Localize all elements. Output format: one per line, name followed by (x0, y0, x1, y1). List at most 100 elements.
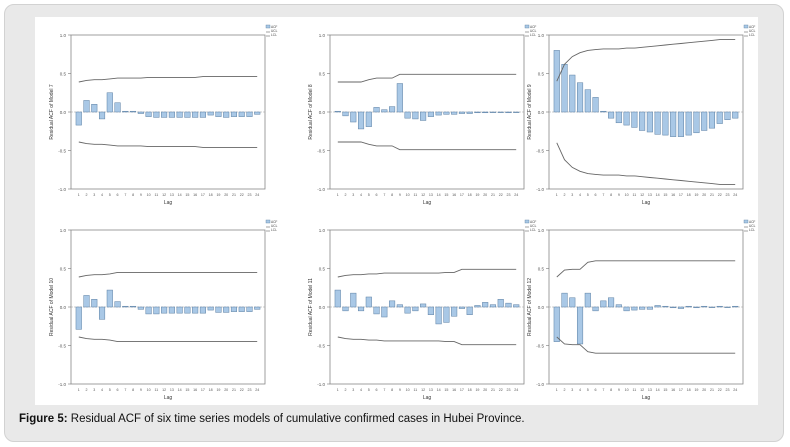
y-tick-label: 0.5 (60, 72, 67, 77)
acf-bar (168, 306, 175, 314)
x-tick-label: 7 (124, 388, 126, 392)
acf-bar (443, 111, 450, 115)
acf-bar (114, 301, 121, 308)
x-tick-label: 23 (506, 193, 510, 197)
y-tick-label: -0.5 (58, 344, 66, 349)
x-tick-label: 16 (193, 388, 197, 392)
acf-bar (365, 111, 372, 127)
x-tick-label: 1 (337, 193, 339, 197)
x-tick-label: 1 (556, 193, 558, 197)
y-tick-label: -0.5 (317, 149, 325, 154)
ucl-line (337, 73, 517, 83)
x-tick-label: 3 (352, 193, 354, 197)
acf-bar (106, 92, 113, 113)
acf-bar (615, 304, 622, 308)
legend-label: UCL (749, 29, 756, 33)
legend-label: UCL (530, 224, 537, 228)
acf-bar (199, 111, 206, 118)
acf-bar (458, 111, 465, 114)
caption-text: Residual ACF of six time series models o… (70, 413, 525, 425)
acf-bar (254, 111, 261, 115)
acf-bar (569, 74, 576, 113)
y-tick-label: -1.0 (317, 382, 325, 387)
x-tick-label: 12 (640, 193, 644, 197)
x-tick-label: 11 (154, 388, 158, 392)
lcl-line (556, 336, 736, 354)
acf-bar (600, 300, 607, 308)
y-tick-label: 0.0 (60, 305, 67, 310)
y-tick-label: 0.5 (538, 72, 545, 77)
acf-bar (693, 306, 700, 309)
x-tick-label: 13 (648, 388, 652, 392)
x-tick-label: 4 (101, 388, 103, 392)
x-tick-label: 12 (421, 388, 425, 392)
ucl-line (556, 39, 736, 82)
x-tick-label: 12 (421, 193, 425, 197)
y-tick-label: -1.0 (536, 382, 544, 387)
acf-bar (83, 295, 90, 308)
x-tick-label: 11 (632, 388, 636, 392)
x-tick-label: 19 (694, 193, 698, 197)
x-tick-label: 21 (710, 193, 714, 197)
acf-bar (732, 111, 739, 119)
acf-panel-4: 1.0 0.5 0.0 -0.5 -1.0 Residual ACF of Model 1… (49, 219, 278, 401)
x-tick-label: 22 (499, 193, 503, 197)
acf-bar (381, 109, 388, 113)
x-tick-label: 11 (413, 388, 417, 392)
x-tick-label: 4 (360, 193, 362, 197)
x-tick-label: 1 (78, 388, 80, 392)
acf-bar (153, 306, 160, 315)
x-tick-label: 7 (602, 388, 604, 392)
x-tick-label: 22 (499, 388, 503, 392)
acf-bar (482, 111, 489, 114)
legend-label: LCL (271, 33, 277, 37)
acf-bar (238, 306, 245, 312)
acf-bar (631, 111, 638, 128)
acf-bar (404, 111, 411, 119)
acf-bar (427, 306, 434, 315)
x-tick-label: 22 (240, 193, 244, 197)
x-tick-label: 14 (656, 388, 660, 392)
x-tick-label: 17 (201, 388, 205, 392)
x-tick-label: 3 (352, 388, 354, 392)
x-tick-label: 23 (247, 193, 251, 197)
x-tick-label: 20 (224, 193, 228, 197)
x-tick-label: 13 (170, 388, 174, 392)
y-tick-label: 0.5 (319, 267, 326, 272)
acf-bar (215, 111, 222, 117)
acf-panel-5: 1.0 0.5 0.0 -0.5 -1.0 Residual ACF of Model 1… (308, 219, 537, 401)
x-tick-label: 13 (429, 388, 433, 392)
x-tick-label: 17 (460, 388, 464, 392)
acf-bar (553, 50, 560, 113)
x-tick-label: 18 (209, 388, 213, 392)
acf-bar (662, 111, 669, 136)
acf-bar (561, 64, 568, 113)
x-tick-label: 17 (679, 388, 683, 392)
legend-label: UCL (530, 29, 537, 33)
acf-bar (153, 111, 160, 118)
x-tick-label: 14 (437, 388, 441, 392)
acf-bar (223, 111, 230, 118)
acf-bar (75, 111, 82, 126)
y-axis-label: Residual ACF of Model 7 (49, 84, 55, 140)
acf-bar (145, 111, 152, 117)
x-tick-label: 16 (671, 388, 675, 392)
x-tick-label: 3 (93, 193, 95, 197)
acf-panel-2: 1.0 0.5 0.0 -0.5 -1.0 Residual ACF of Model 8… (308, 24, 537, 206)
x-tick-label: 18 (209, 193, 213, 197)
acf-bar (474, 305, 481, 308)
x-tick-label: 23 (506, 388, 510, 392)
acf-bar (623, 306, 630, 312)
acf-bar (701, 305, 708, 308)
acf-bar (451, 111, 458, 115)
y-tick-label: 0.5 (319, 72, 326, 77)
x-tick-label: 6 (376, 193, 378, 197)
x-tick-label: 13 (648, 193, 652, 197)
x-tick-label: 20 (702, 388, 706, 392)
acf-bar (708, 306, 716, 308)
acf-bar (122, 305, 129, 308)
x-axis-label: Lag (642, 395, 651, 401)
acf-bar (396, 83, 403, 113)
x-tick-label: 6 (376, 388, 378, 392)
acf-bar (701, 111, 708, 131)
